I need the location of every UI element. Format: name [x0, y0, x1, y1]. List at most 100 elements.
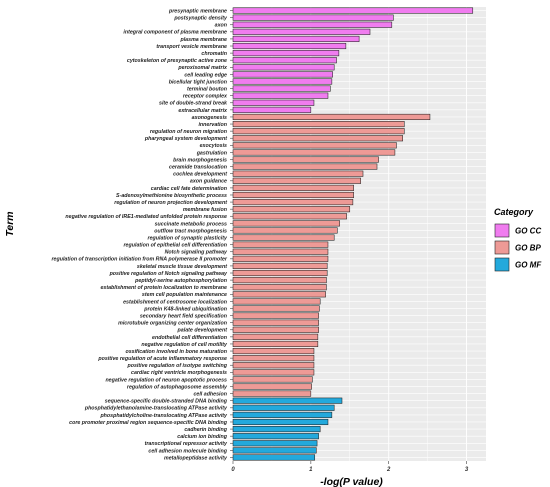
term-label: secondary heart field specification [140, 313, 228, 319]
term-label: negative regulation of IRE1-mediated unf… [65, 214, 227, 220]
legend-swatch-go-bp [494, 240, 510, 255]
bar-regulation-of-epithelial-cell-differentiation [232, 241, 329, 248]
bar-cadherin-binding [232, 426, 321, 433]
term-label: postsynaptic density [173, 16, 228, 22]
bar-regulation-of-transcription-initiation-from-rna-polymerase-ii-promoter [232, 255, 329, 262]
term-label: peroxisomal matrix [177, 65, 228, 71]
term-label: site of double-strand break [159, 101, 228, 107]
x-tick-label: 1 [309, 467, 313, 473]
bar-regulation-of-neuron-migration [232, 128, 405, 135]
term-label: regulation of transcription initiation f… [51, 257, 227, 263]
term-label: gastrulation [196, 150, 228, 156]
term-label: positive regulation of Notch signaling p… [109, 271, 228, 277]
legend-title: Category [494, 207, 534, 217]
term-label: extracellular matrix [178, 108, 228, 114]
bar-phosphatidylcholine-translocating-atpase-activity [232, 411, 333, 418]
bar-transport-vesicle-membrane [232, 42, 347, 50]
term-label: core promoter proximal region sequence-s… [69, 420, 228, 426]
bar-chromatin [232, 50, 340, 57]
term-label: establishment of centrosome localization [123, 299, 228, 305]
term-label: regulation of autophagosome assembly [127, 384, 228, 390]
term-label: outflow tract morphogenesis [154, 228, 227, 234]
legend-swatch-go-cc [494, 223, 510, 238]
bar-sequence-specific-double-stranded-dna-binding [232, 397, 343, 404]
x-axis-title: -log(P value) [320, 476, 383, 487]
bar-pharyngeal-system-development [232, 135, 403, 142]
term-label: succinate metabolic process [155, 221, 227, 227]
x-tick-label: 0 [231, 467, 235, 473]
bar-cell-adhesion-molecule-binding [232, 447, 317, 454]
bar-axon [232, 21, 393, 28]
term-label: axonogenesis [192, 115, 227, 121]
term-label: stem cell population maintenance [142, 292, 227, 298]
term-label: peptidyl-serine autophosphorylation [134, 278, 228, 284]
bar-axon-guidance [232, 177, 361, 184]
term-label: positive regulation of isotype switching [127, 363, 228, 369]
term-label: exocytosis [200, 143, 227, 149]
term-label: cell adhesion molecule binding [148, 448, 227, 454]
x-tick-label: 3 [465, 467, 469, 473]
bar-ossification-involved-in-bone-maturation [232, 348, 315, 355]
term-label: cadherin binding [184, 427, 227, 433]
term-label: calcium ion binding [177, 434, 227, 440]
bar-positive-regulation-of-acute-inflammatory-response [232, 355, 315, 362]
term-label: microtubule organizing center organizati… [118, 321, 228, 327]
term-label: regulation of synaptic plasticity [148, 235, 229, 241]
term-label: endothelial cell differentiation [152, 335, 228, 341]
term-label: negative regulation of neuron apoptotic … [105, 377, 227, 383]
term-label: receptor complex [183, 94, 228, 100]
term-label: regulation of neuron projection developm… [114, 200, 227, 206]
bar-phosphatidylethanolamine-translocating-atpase-activity [232, 404, 335, 411]
term-label: terminal bouton [187, 86, 228, 92]
bar-skeletal-muscle-tissue-development [232, 262, 328, 269]
term-label: ossification involved in bone maturation [125, 349, 227, 355]
bar-endothelial-cell-differentiation [232, 333, 319, 340]
bar-negative-regulation-of-cell-motility [232, 340, 319, 347]
legend-label-go-cc: GO CC [515, 227, 541, 236]
term-label: chromatin [201, 51, 227, 57]
term-label: presynaptic membrane [168, 8, 227, 14]
term-label: phosphatidylethanolamine-translocating A… [84, 406, 228, 412]
bar-negative-regulation-of-ire1-mediated-unfolded-protein-response [232, 213, 347, 220]
term-label: metallopeptidase activity [164, 455, 228, 461]
x-axis: 0 1 2 3 [231, 461, 469, 473]
bar-peroxisomal-matrix [232, 64, 335, 71]
term-label: cardiac right ventricle morphogenesis [131, 370, 227, 376]
bar-ceramide-translocation [232, 163, 378, 170]
term-label: ceramide translocation [169, 165, 228, 171]
term-label: axon guidance [190, 179, 227, 185]
term-label: cochlea development [173, 172, 227, 178]
legend-swatch-go-mf [494, 257, 510, 272]
term-label: regulation of epithelial cell differenti… [124, 243, 228, 249]
bar-integral-component-of-plasma-membrane [232, 28, 371, 35]
bar-outflow-tract-morphogenesis [232, 227, 338, 234]
term-label: integral component of plasma membrane [123, 30, 227, 36]
term-label: Notch signaling pathway [165, 250, 228, 256]
bar-cardiac-right-ventricle-morphogenesis [232, 369, 315, 376]
bar-cochlea-development [232, 170, 364, 177]
bar-establishment-of-protein-localization-to-membrane [232, 284, 327, 291]
bar-regulation-of-synaptic-plasticity [232, 234, 335, 241]
term-label: innervation [198, 122, 227, 128]
bar-brain-morphogenesis [232, 156, 379, 163]
term-label: cardiac cell fate determination [151, 186, 228, 192]
term-label: membrane fusion [183, 207, 228, 213]
bar-terminal-bouton [232, 85, 331, 92]
bar-microtubule-organizing-center-organization [232, 319, 319, 326]
bar-regulation-of-neuron-projection-development [232, 199, 354, 206]
bar-innervation [232, 121, 405, 128]
term-label: transcriptional repressor activity [145, 441, 228, 447]
bar-negative-regulation-of-neuron-apoptotic-process [232, 376, 313, 383]
term-label: protein K48-linked ubiquitination [143, 306, 227, 312]
bar-establishment-of-centrosome-localization [232, 298, 321, 305]
bar-stem-cell-population-maintenance [232, 291, 326, 298]
bar-receptor-complex [232, 92, 329, 99]
term-label: axon [215, 23, 228, 29]
bar-bicellular-tight-junction [232, 78, 333, 85]
bar-cell-adhesion [232, 390, 312, 397]
legend-label-go-bp: GO BP [515, 244, 541, 253]
term-label: brain morphogenesis [173, 157, 227, 163]
term-label: positive regulation of acute inflammator… [97, 356, 227, 362]
term-label: plasma membrane [179, 37, 227, 43]
